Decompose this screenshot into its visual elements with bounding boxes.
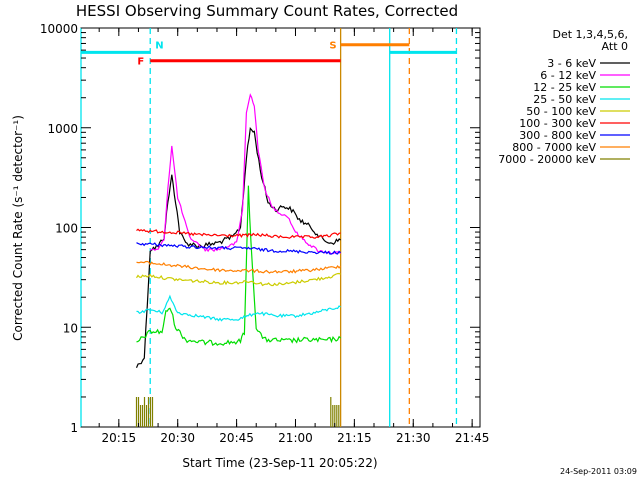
timestamp: 24-Sep-2011 03:09 xyxy=(560,467,637,476)
series-line-6 xyxy=(136,242,341,255)
x-tick-label-1: 20:30 xyxy=(160,431,195,445)
series-line-2 xyxy=(136,185,341,346)
series-line-0 xyxy=(135,126,341,368)
y-tick-label-3: 1000 xyxy=(47,122,78,136)
legend-header-0: Det 1,3,4,5,6, xyxy=(552,28,628,41)
y-axis-label: Corrected Count Rate (s⁻¹ detector⁻¹) xyxy=(11,115,25,341)
x-axis-label: Start Time (23-Sep-11 20:05:22) xyxy=(182,456,377,470)
legend-label-2: 12 - 25 keV xyxy=(533,81,596,94)
series-line-8 xyxy=(135,397,340,427)
x-tick-label-3: 21:00 xyxy=(278,431,313,445)
legend-label-0: 3 - 6 keV xyxy=(547,57,596,70)
chart-title: HESSI Observing Summary Count Rates, Cor… xyxy=(76,2,458,20)
x-tick-label-0: 20:15 xyxy=(102,431,137,445)
legend-label-1: 6 - 12 keV xyxy=(540,69,596,82)
y-tick-label-0: 1 xyxy=(70,421,78,435)
plot-frame xyxy=(80,27,481,428)
x-tick-label-5: 21:30 xyxy=(396,431,431,445)
flag-label-n: N xyxy=(155,40,163,51)
legend-header-1: Att 0 xyxy=(602,40,628,53)
legend-label-4: 50 - 100 keV xyxy=(526,105,596,118)
series-line-5 xyxy=(136,228,341,239)
flag-label-f: F xyxy=(137,57,144,68)
legend-label-8: 7000 - 20000 keV xyxy=(498,153,596,166)
legend-label-3: 25 - 50 keV xyxy=(533,93,596,106)
y-tick-label-2: 100 xyxy=(55,222,78,236)
x-tick-label-4: 21:15 xyxy=(337,431,372,445)
series-line-1 xyxy=(149,93,341,255)
x-tick-label-6: 21:45 xyxy=(455,431,490,445)
x-tick-label-2: 20:45 xyxy=(219,431,254,445)
series-line-4 xyxy=(135,272,341,287)
y-tick-label-1: 10 xyxy=(63,321,78,335)
legend-label-6: 300 - 800 keV xyxy=(519,129,596,142)
series-line-3 xyxy=(136,294,341,322)
legend-label-5: 100 - 300 keV xyxy=(519,117,596,130)
y-tick-label-4: 10000 xyxy=(40,22,78,36)
series-line-7 xyxy=(136,260,342,274)
legend-label-7: 800 - 7000 keV xyxy=(512,141,596,154)
flag-label-s: S xyxy=(329,41,336,52)
